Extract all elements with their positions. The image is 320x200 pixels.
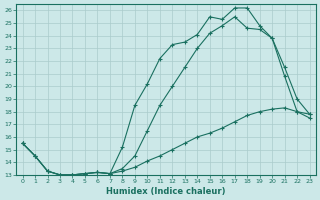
X-axis label: Humidex (Indice chaleur): Humidex (Indice chaleur)	[106, 187, 226, 196]
